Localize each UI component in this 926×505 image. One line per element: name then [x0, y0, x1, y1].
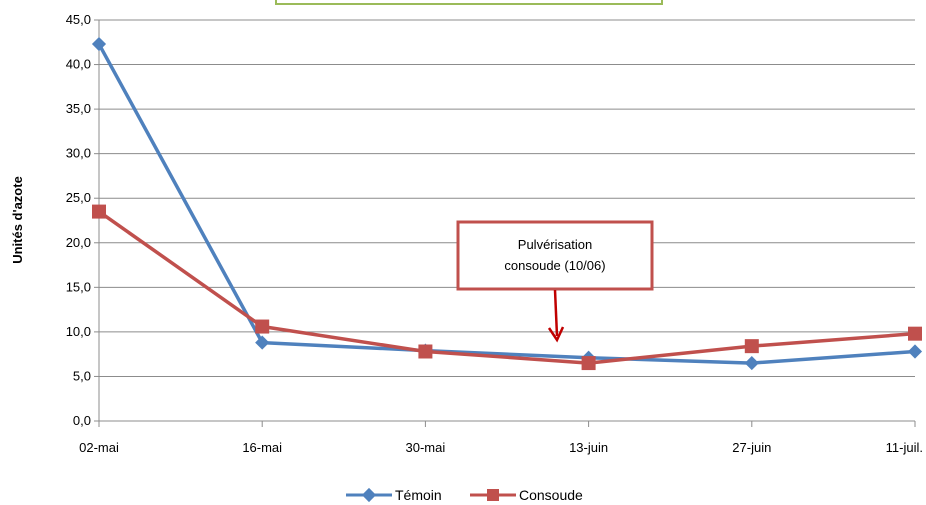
axes — [98, 20, 916, 427]
legend-label-consoude: Consoude — [519, 487, 583, 503]
annotation-line-2: consoude (10/06) — [504, 258, 605, 273]
y-axis-label: Unités d'azote — [10, 176, 25, 264]
data-point-consoude — [92, 204, 106, 219]
legend-marker-temoin — [361, 487, 377, 503]
legend-item-consoude: Consoude — [470, 487, 583, 503]
annotation-line-1: Pulvérisation — [518, 237, 592, 252]
y-tick-label: 20,0 — [66, 235, 91, 250]
y-tick-label: 40,0 — [66, 57, 91, 72]
y-tick-label: 30,0 — [66, 146, 91, 161]
series-line-temoin — [97, 43, 916, 365]
data-point-consoude — [908, 326, 922, 341]
data-point-temoin — [91, 36, 107, 52]
series-line-consoude — [97, 210, 916, 365]
y-tick-label: 5,0 — [73, 368, 91, 383]
x-tick-label: 30-mai — [406, 440, 446, 455]
legend-item-temoin: Témoin — [346, 487, 442, 503]
data-point-temoin — [907, 344, 923, 359]
annotation-arrow-head — [547, 326, 565, 343]
y-tick-label: 35,0 — [66, 101, 91, 116]
data-point-consoude — [418, 344, 433, 359]
legend-label-temoin: Témoin — [395, 487, 442, 503]
series-group — [91, 36, 923, 371]
y-tick-labels: 0,0 5,0 10,0 15,0 20,0 25,0 30,0 35,0 40,0 45,0 — [66, 12, 91, 428]
data-point-temoin — [255, 335, 270, 350]
x-tick-label: 11-juil. — [886, 440, 923, 455]
data-point-consoude — [581, 356, 596, 371]
y-tick-label: 15,0 — [66, 279, 91, 294]
legend-marker-consoude — [487, 489, 499, 501]
annotation-arrow-shaft — [553, 289, 559, 337]
legend: Témoin Consoude — [346, 487, 583, 503]
x-tick-labels: 02-mai 16-mai 30-mai 13-juin 27-juin 11-juil. — [79, 440, 923, 455]
title-box-remnant — [275, 0, 663, 5]
y-tick-label: 25,0 — [66, 190, 91, 205]
data-point-consoude — [744, 339, 759, 354]
x-tick-label: 27-juin — [732, 440, 771, 455]
y-tick-label: 45,0 — [66, 12, 91, 27]
annotation: Pulvérisation consoude (10/06) — [456, 220, 654, 343]
x-tick-label: 16-mai — [242, 440, 282, 455]
x-tick-label: 13-juin — [569, 440, 608, 455]
y-tick-label: 0,0 — [73, 413, 91, 428]
data-point-temoin — [744, 356, 759, 371]
annotation-box — [456, 220, 654, 291]
y-tick-label: 10,0 — [66, 324, 91, 339]
data-point-consoude — [255, 319, 270, 334]
x-tick-label: 02-mai — [79, 440, 119, 455]
